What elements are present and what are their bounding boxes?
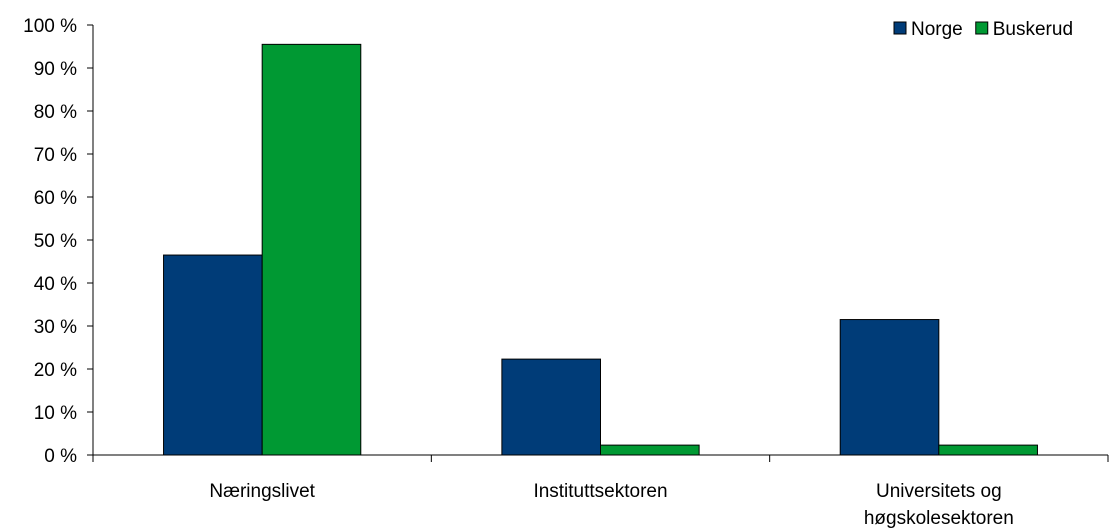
x-tick-label: Næringslivet bbox=[209, 481, 315, 502]
y-tick-label: 0 % bbox=[44, 446, 77, 467]
legend-label-buskerud: Buskerud bbox=[993, 19, 1073, 40]
y-axis: 0 % 10 % 20 % 30 % 40 % 50 % 60 % 70 % 80 % 90 % 1… bbox=[23, 16, 94, 467]
bar-norge-2 bbox=[839, 319, 940, 456]
bars bbox=[163, 43, 1038, 456]
legend-swatch-buskerud bbox=[975, 21, 989, 35]
bar-buskerud-2 bbox=[938, 444, 1038, 456]
bar-norge-0 bbox=[163, 254, 263, 456]
x-tick-label: Universitets og høgskolesektoren bbox=[864, 481, 1014, 529]
y-tick-label: 50 % bbox=[34, 231, 77, 252]
y-tick-label: 30 % bbox=[34, 317, 77, 338]
y-tick-label: 80 % bbox=[34, 102, 77, 123]
legend-swatch-norge bbox=[893, 21, 907, 35]
category-labels: Næringslivet Instituttsektoren Universitet… bbox=[209, 481, 1013, 529]
bar-buskerud-0 bbox=[261, 43, 362, 456]
bar-buskerud-1 bbox=[600, 444, 700, 456]
y-tick-label: 60 % bbox=[34, 188, 77, 209]
y-tick-label: 10 % bbox=[34, 403, 77, 424]
y-tick-label: 40 % bbox=[34, 274, 77, 295]
y-tick-label: 100 % bbox=[23, 16, 77, 37]
legend-label-norge: Norge bbox=[911, 19, 963, 40]
legend: Norge Buskerud bbox=[893, 19, 1073, 40]
y-tick-label: 20 % bbox=[34, 360, 77, 381]
x-axis bbox=[92, 454, 1109, 462]
x-tick-label: Instituttsektoren bbox=[533, 481, 667, 502]
y-tick-label: 70 % bbox=[34, 145, 77, 166]
y-tick-label: 90 % bbox=[34, 59, 77, 80]
bar-norge-1 bbox=[501, 358, 601, 456]
